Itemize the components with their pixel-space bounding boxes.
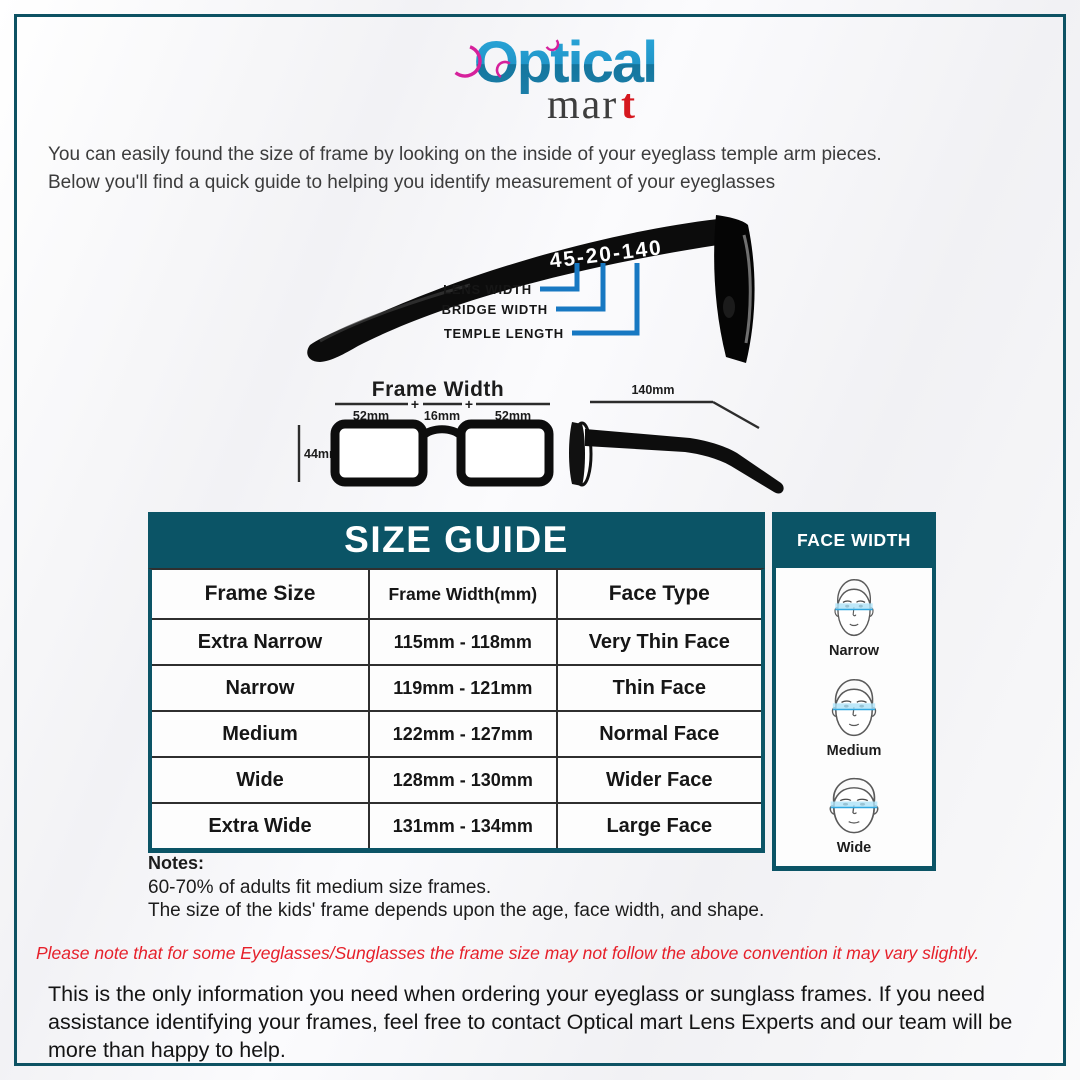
frame-width-cell: 128mm - 130mm bbox=[370, 758, 558, 804]
notes-heading: Notes: bbox=[148, 853, 205, 873]
logo-graphic: Optical mar t bbox=[448, 30, 658, 128]
table-row: Extra Wide 131mm - 134mm Large Face bbox=[152, 804, 761, 848]
lens-edge-line bbox=[742, 234, 752, 344]
frame-size-cell: Medium bbox=[152, 712, 371, 758]
face-width-title: FACE WIDTH bbox=[772, 512, 936, 568]
frame-size-cell: Narrow bbox=[152, 666, 371, 712]
face-type-cell: Very Thin Face bbox=[557, 620, 761, 666]
temple-arm-diagram: 45-20-140 LENS WIDTH BRIDGE WIDTH TEMPLE… bbox=[307, 215, 755, 363]
medium-face-icon bbox=[831, 678, 877, 736]
frame-size-cell: Extra Narrow bbox=[152, 620, 371, 666]
temple-arm-shape bbox=[307, 219, 718, 362]
temple-length-label: TEMPLE LENGTH bbox=[444, 326, 564, 341]
measure-lines bbox=[297, 400, 760, 482]
face-label-narrow: Narrow bbox=[829, 643, 879, 659]
table-row: Wide 128mm - 130mm Wider Face bbox=[152, 758, 761, 804]
face-type-cell: Normal Face bbox=[557, 712, 761, 758]
frame-front-shape bbox=[714, 215, 755, 363]
logo-mart-text: mar bbox=[547, 82, 618, 128]
temple-length-value: 140mm bbox=[631, 383, 674, 397]
frame-width-diagram: Frame Width + + 52mm 16mm 52mm 44mm 140m… bbox=[297, 378, 784, 494]
narrow-face-icon bbox=[834, 579, 874, 637]
plus-sign-2: + bbox=[465, 396, 473, 412]
table-row: Narrow 119mm - 121mm Thin Face bbox=[152, 666, 761, 712]
table-header-row: Frame Size Frame Width(mm) Face Type bbox=[152, 570, 761, 620]
size-guide-table: SIZE GUIDE Frame Size Frame Width(mm) Fa… bbox=[148, 512, 765, 853]
table-row: Extra Narrow 115mm - 118mm Very Thin Fac… bbox=[152, 620, 761, 666]
frame-width-cell: 122mm - 127mm bbox=[370, 712, 558, 758]
temple-arm-highlight bbox=[319, 283, 471, 343]
bridge-width-label: BRIDGE WIDTH bbox=[442, 302, 548, 317]
wide-face-icon bbox=[829, 777, 879, 834]
glasses-front-view bbox=[330, 419, 554, 487]
logo-mart-t: t bbox=[621, 82, 635, 128]
size-guide-grid: Frame Size Frame Width(mm) Face Type Ext… bbox=[148, 568, 765, 853]
notes-section: Notes: 60-70% of adults fit medium size … bbox=[148, 853, 908, 922]
intro-text: You can easily found the size of frame b… bbox=[48, 141, 1028, 196]
column-header-frame-size: Frame Size bbox=[152, 570, 371, 620]
table-row: Medium 122mm - 127mm Normal Face bbox=[152, 712, 761, 758]
face-item-narrow: Narrow bbox=[823, 576, 885, 659]
lens-width-label: LENS WIDTH bbox=[443, 282, 532, 297]
face-type-cell: Wider Face bbox=[557, 758, 761, 804]
intro-line-1: You can easily found the size of frame b… bbox=[48, 144, 882, 165]
face-type-cell: Thin Face bbox=[557, 666, 761, 712]
column-header-frame-width: Frame Width(mm) bbox=[370, 570, 558, 620]
intro-line-2: Below you'll find a quick guide to helpi… bbox=[48, 171, 776, 193]
face-item-wide: Wide bbox=[823, 775, 885, 856]
face-label-wide: Wide bbox=[836, 840, 872, 856]
notes-line-1: 60-70% of adults fit medium size frames. bbox=[148, 877, 492, 899]
column-header-face-type: Face Type bbox=[557, 570, 761, 620]
face-type-cell: Large Face bbox=[606, 814, 713, 837]
notes-line-2: The size of the kids' frame depends upon… bbox=[148, 899, 765, 921]
frame-width-cell: 119mm - 121mm bbox=[370, 666, 558, 712]
size-guide-title: SIZE GUIDE bbox=[148, 512, 765, 568]
face-width-panel: FACE WIDTH Narrow bbox=[772, 512, 936, 871]
disclaimer-text: Please note that for some Eyeglasses/Sun… bbox=[36, 943, 980, 963]
frame-width-cell: 131mm - 134mm bbox=[370, 804, 558, 848]
callout-lines bbox=[540, 263, 640, 336]
face-width-body: Narrow Medium bbox=[772, 568, 936, 871]
frame-width-cell: 115mm - 118mm bbox=[370, 620, 558, 666]
frame-size-cell: Wide bbox=[152, 758, 371, 804]
plus-sign-1: + bbox=[411, 396, 419, 412]
bridge-width-value: 16mm bbox=[424, 409, 460, 423]
nose-pad-shape bbox=[723, 296, 735, 318]
optical-mart-logo: Optical mar t bbox=[415, 26, 715, 130]
footer-paragraph: This is the only information you need wh… bbox=[48, 982, 1013, 1062]
face-label-medium: Medium bbox=[826, 742, 882, 759]
frame-size-cell: Extra Wide bbox=[152, 804, 371, 848]
face-item-medium: Medium bbox=[823, 676, 885, 759]
glasses-side-view bbox=[569, 421, 784, 494]
frame-width-title: Frame Width bbox=[372, 378, 504, 401]
